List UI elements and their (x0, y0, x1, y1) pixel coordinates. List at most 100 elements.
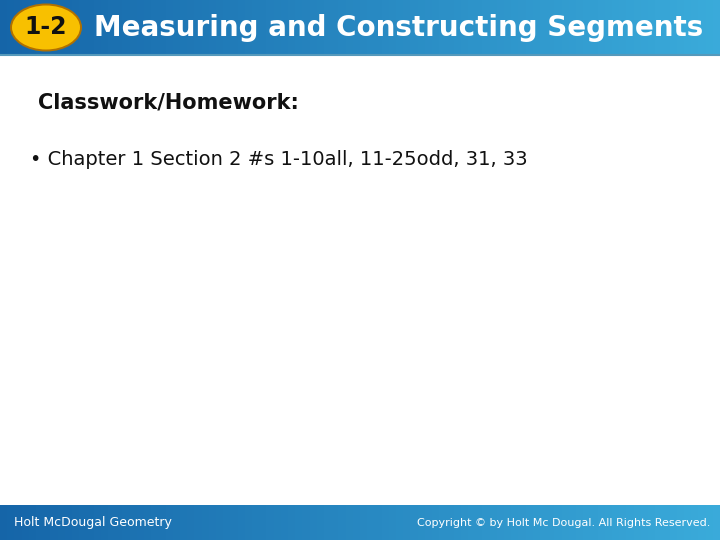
Bar (310, 0, 318, 55)
Bar (389, 505, 397, 540)
Bar (403, 0, 411, 55)
Bar (101, 505, 109, 540)
Bar (288, 505, 296, 540)
Bar (259, 505, 267, 540)
Bar (662, 505, 670, 540)
Bar (245, 0, 253, 55)
Bar (94, 505, 102, 540)
Bar (468, 505, 476, 540)
Bar (288, 0, 296, 55)
Bar (72, 505, 80, 540)
Bar (713, 0, 720, 55)
Bar (158, 0, 166, 55)
Bar (194, 0, 202, 55)
Bar (518, 505, 526, 540)
Bar (346, 505, 354, 540)
Bar (115, 505, 123, 540)
Bar (396, 0, 404, 55)
Bar (648, 505, 656, 540)
Bar (310, 505, 318, 540)
Bar (295, 0, 303, 55)
Bar (130, 505, 138, 540)
Bar (418, 505, 426, 540)
Bar (490, 505, 498, 540)
Bar (209, 505, 217, 540)
Bar (569, 0, 577, 55)
Bar (79, 0, 87, 55)
Bar (497, 0, 505, 55)
Bar (706, 505, 714, 540)
Bar (605, 505, 613, 540)
Bar (598, 0, 606, 55)
Bar (619, 0, 627, 55)
Bar (238, 0, 246, 55)
Bar (144, 505, 152, 540)
Bar (713, 505, 720, 540)
Bar (302, 505, 310, 540)
Bar (670, 0, 678, 55)
Bar (266, 505, 274, 540)
Bar (338, 505, 346, 540)
Bar (238, 505, 246, 540)
Bar (396, 505, 404, 540)
Text: Copyright © by Holt Mc Dougal. All Rights Reserved.: Copyright © by Holt Mc Dougal. All Right… (417, 517, 710, 528)
Bar (454, 0, 462, 55)
Bar (518, 0, 526, 55)
Bar (144, 0, 152, 55)
Bar (122, 0, 130, 55)
Bar (475, 505, 483, 540)
Bar (346, 0, 354, 55)
Bar (86, 0, 94, 55)
Bar (526, 505, 534, 540)
Bar (446, 505, 454, 540)
Bar (65, 0, 73, 55)
Bar (245, 505, 253, 540)
Bar (324, 505, 332, 540)
Bar (547, 505, 555, 540)
Bar (158, 505, 166, 540)
Bar (511, 505, 519, 540)
Bar (655, 505, 663, 540)
Bar (374, 505, 382, 540)
Bar (302, 0, 310, 55)
Bar (583, 0, 591, 55)
Bar (504, 505, 512, 540)
Bar (626, 0, 634, 55)
Bar (151, 0, 159, 55)
Bar (252, 0, 260, 55)
Bar (7, 505, 15, 540)
Bar (547, 0, 555, 55)
Bar (0, 55, 720, 505)
Bar (281, 505, 289, 540)
Bar (670, 505, 678, 540)
Bar (475, 0, 483, 55)
Bar (130, 0, 138, 55)
Bar (94, 0, 102, 55)
Bar (108, 505, 116, 540)
Bar (634, 0, 642, 55)
Text: Measuring and Constructing Segments: Measuring and Constructing Segments (94, 14, 703, 42)
Bar (540, 0, 548, 55)
Bar (554, 505, 562, 540)
Bar (454, 505, 462, 540)
Bar (29, 505, 37, 540)
Bar (166, 505, 174, 540)
Bar (331, 505, 339, 540)
Bar (490, 0, 498, 55)
Bar (662, 0, 670, 55)
Ellipse shape (12, 5, 80, 50)
Bar (526, 0, 534, 55)
Bar (122, 505, 130, 540)
Bar (137, 505, 145, 540)
Bar (382, 505, 390, 540)
Text: Holt McDougal Geometry: Holt McDougal Geometry (14, 516, 172, 529)
Bar (439, 0, 447, 55)
Bar (324, 0, 332, 55)
Bar (482, 0, 490, 55)
Bar (331, 0, 339, 55)
Bar (410, 0, 418, 55)
Bar (223, 505, 231, 540)
Bar (648, 0, 656, 55)
Bar (410, 505, 418, 540)
Bar (22, 505, 30, 540)
